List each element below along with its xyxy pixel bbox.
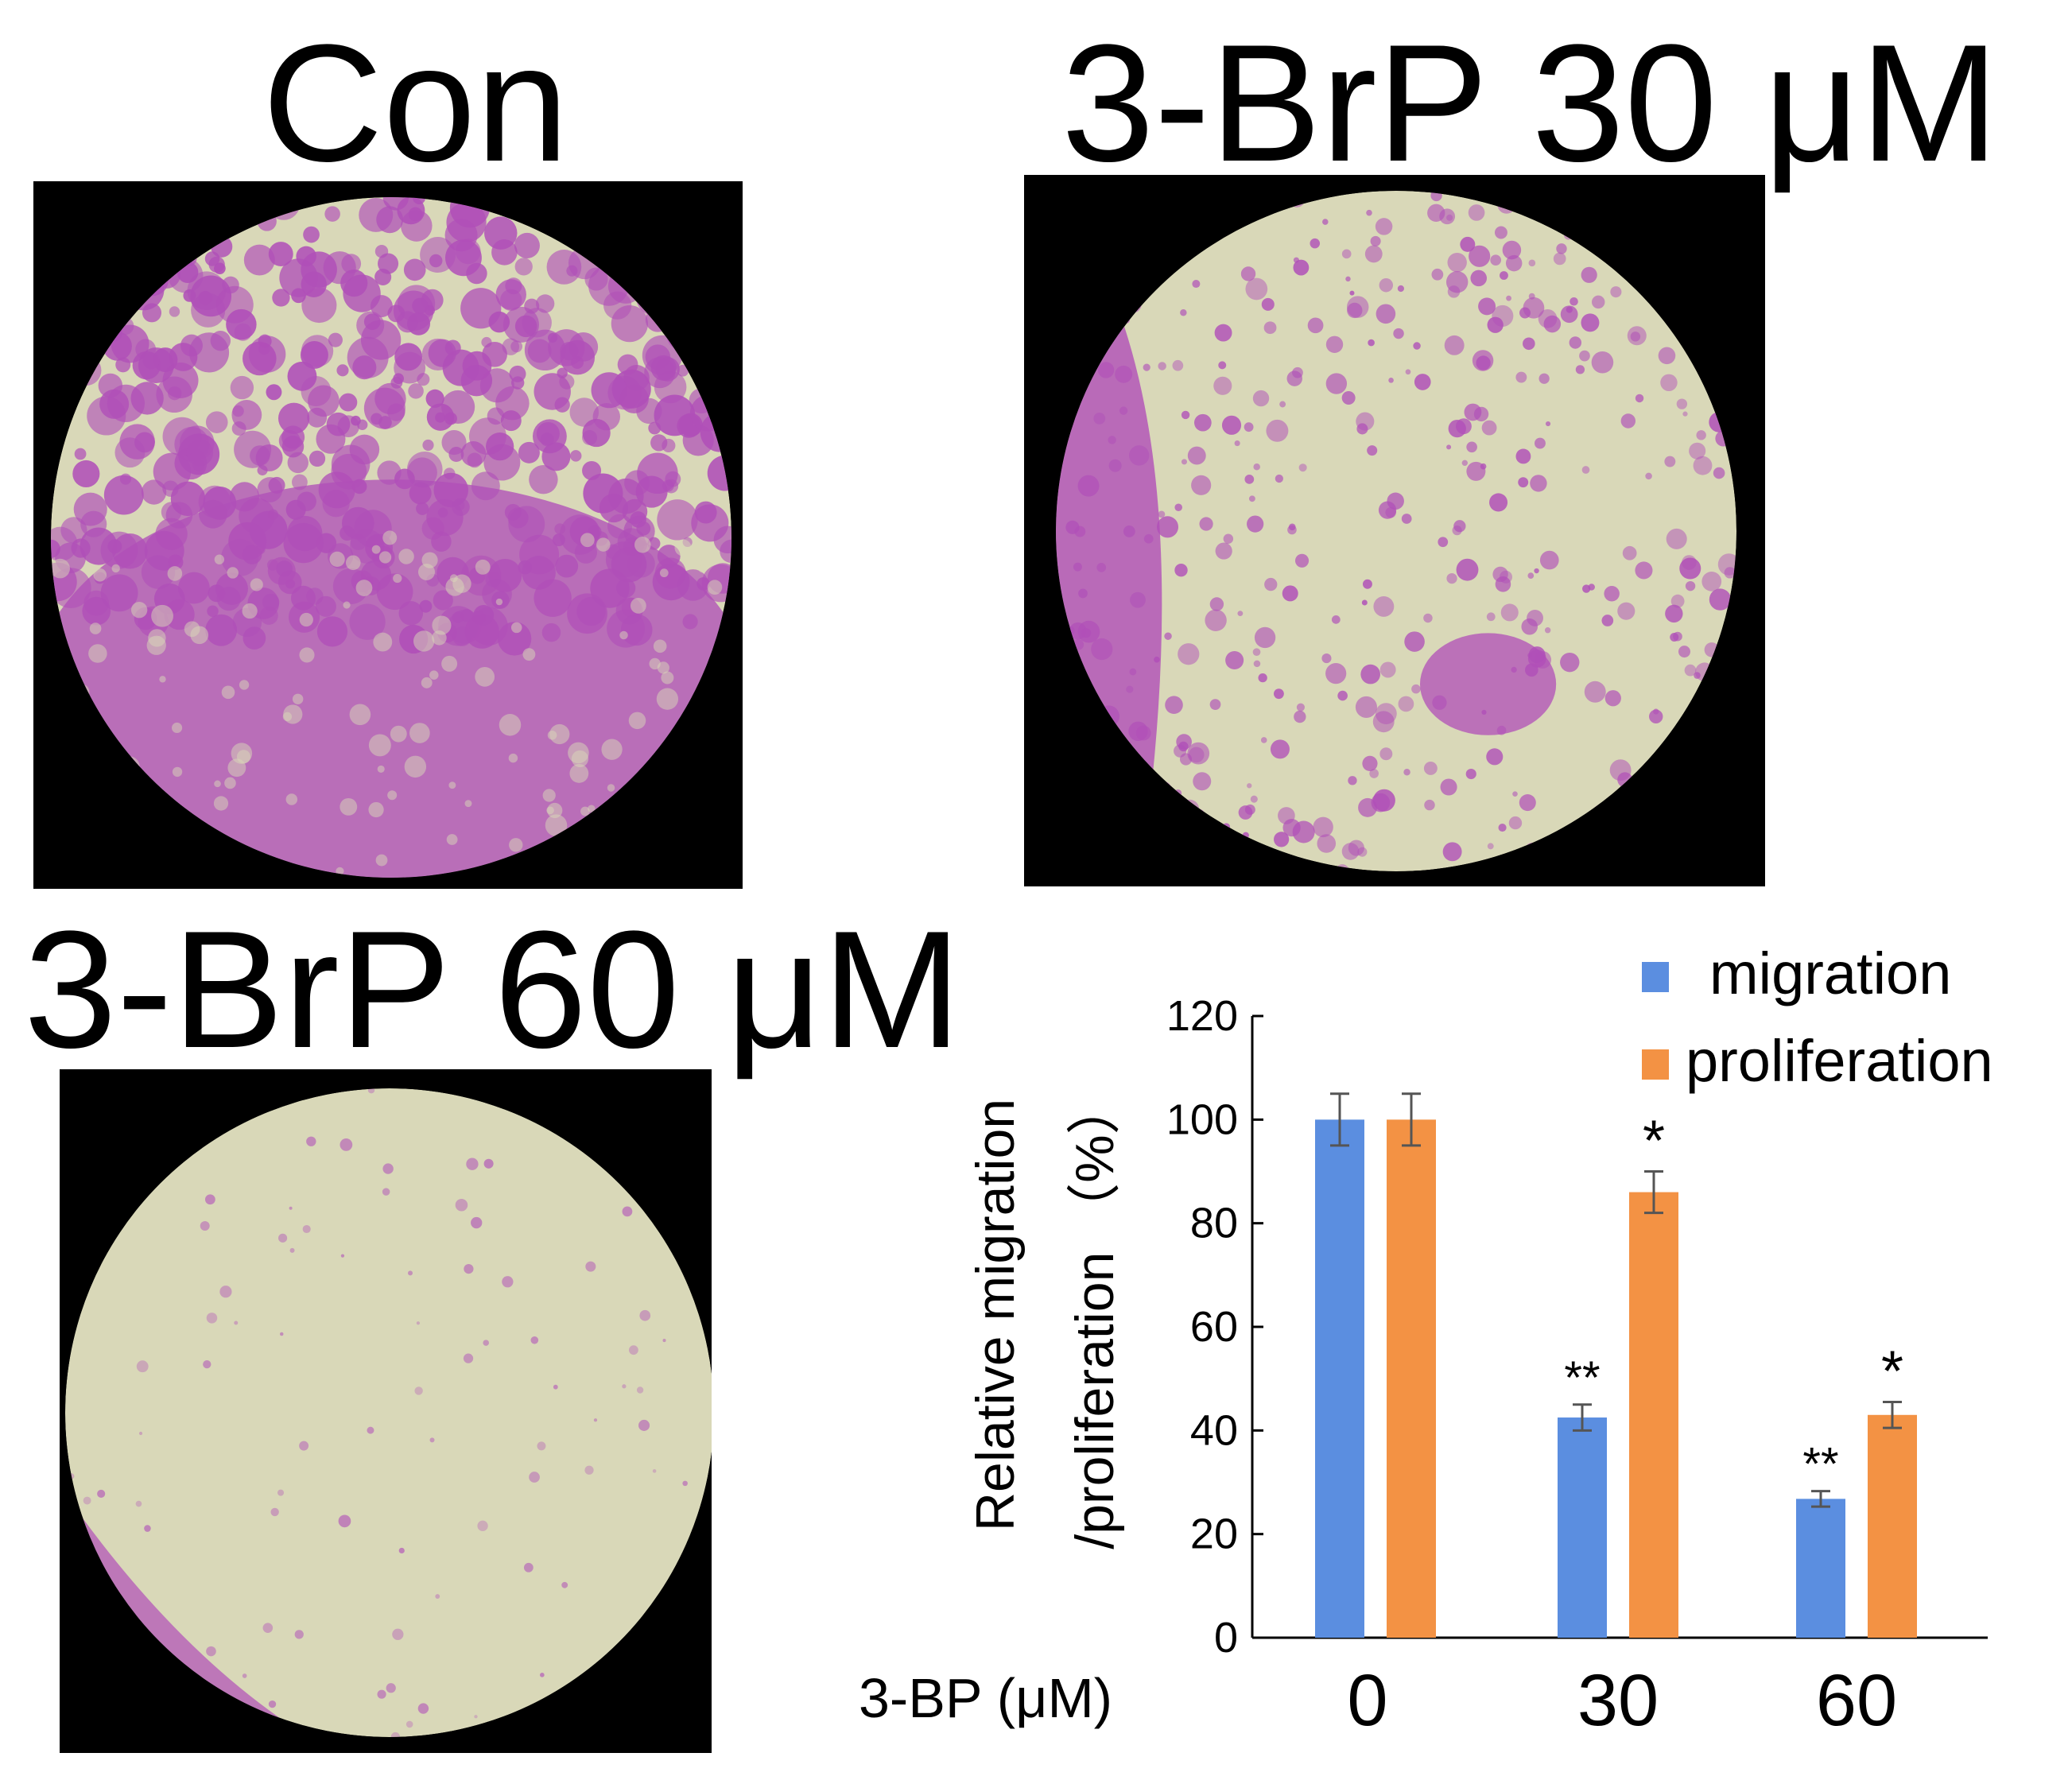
error-bar-migration-60 (1811, 1490, 1830, 1508)
y-tick-label: 60 (1190, 1303, 1238, 1351)
x-tick-label: 0 (1347, 1660, 1387, 1741)
error-bar-migration-30 (1573, 1403, 1592, 1432)
y-tick-label: 120 (1166, 992, 1238, 1040)
bar-chart-svg: 0 20 40 60 80 100 120 Relative migration/prolif… (859, 940, 1993, 1741)
y-tick-label: 100 (1166, 1096, 1238, 1143)
bar-migration-60 (1796, 1499, 1845, 1638)
bar-proliferation-30 (1629, 1192, 1678, 1638)
panel-title-30um: 3-BrP 30 μM (1061, 10, 2000, 196)
micrograph-30um (1024, 175, 1765, 886)
y-tick-label: 0 (1214, 1614, 1238, 1662)
panel-title-con: Con (262, 10, 569, 196)
significance-marker: ** (1564, 1352, 1600, 1404)
significance-marker: ** (1802, 1439, 1838, 1491)
error-bar-migration-0 (1330, 1092, 1349, 1147)
error-bar-proliferation-0 (1402, 1092, 1421, 1147)
x-tick-label: 30 (1577, 1660, 1659, 1741)
bar-proliferation-60 (1868, 1414, 1917, 1638)
y-axis-label-line1: Relative migration (965, 1099, 1026, 1531)
bar-migration-30 (1558, 1417, 1607, 1638)
y-tick-label: 40 (1190, 1406, 1238, 1454)
significance-marker: * (1881, 1340, 1903, 1403)
micrograph-con (33, 181, 743, 889)
x-tick-label: 60 (1816, 1660, 1897, 1741)
panel-title-60um: 3-BrP 60 μM (24, 896, 962, 1083)
legend-label-migration: migration (1709, 940, 1951, 1006)
bar-proliferation-0 (1387, 1119, 1436, 1638)
legend-label-proliferation: proliferation (1686, 1028, 1993, 1094)
significance-marker: * (1643, 1110, 1665, 1173)
x-axis-label: 3-BP (μM) (859, 1667, 1112, 1729)
micrograph-60um-image (60, 1069, 712, 1753)
micrograph-30um-image (1024, 175, 1765, 886)
y-tick-label: 20 (1190, 1510, 1238, 1558)
y-axis-label-line2: /proliferation （%） (1065, 1080, 1125, 1549)
error-bar-proliferation-60 (1883, 1400, 1902, 1429)
micrograph-con-image (33, 181, 743, 889)
micrograph-60um (60, 1069, 712, 1753)
legend-swatch-migration (1642, 962, 1669, 992)
y-tick-label: 80 (1190, 1200, 1238, 1247)
error-bar-proliferation-30 (1644, 1170, 1663, 1215)
bar-chart: 0 20 40 60 80 100 120 Relative migration/prolif… (859, 938, 2072, 1780)
legend-swatch-proliferation (1642, 1049, 1669, 1080)
bar-migration-0 (1315, 1119, 1364, 1638)
